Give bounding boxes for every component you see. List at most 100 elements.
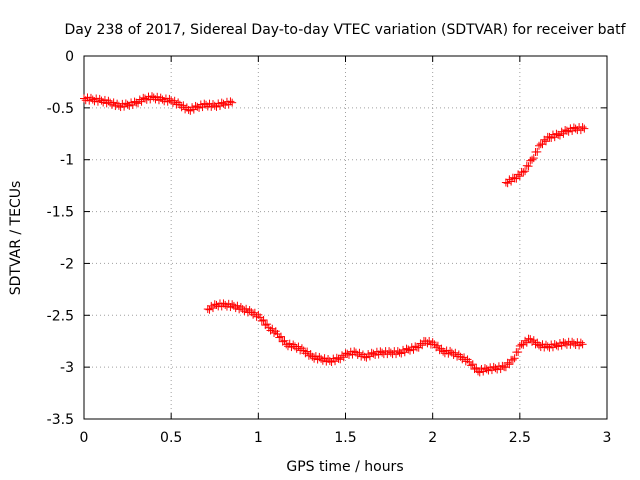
data-point-marker — [578, 123, 587, 132]
data-point-marker — [252, 312, 261, 321]
data-point-marker — [468, 360, 477, 369]
data-point-marker — [555, 131, 564, 140]
data-point-marker — [259, 316, 268, 325]
data-point-marker — [343, 349, 352, 358]
data-point-marker — [510, 354, 519, 363]
y-tick-label: 0 — [65, 49, 74, 65]
data-point-marker — [576, 338, 585, 347]
data-point-marker — [109, 98, 118, 107]
x-tick-label: 2.5 — [509, 430, 531, 446]
data-point-marker — [97, 96, 106, 105]
data-point-marker — [170, 96, 179, 105]
data-point-marker — [100, 95, 109, 104]
data-point-marker — [561, 339, 570, 348]
data-point-marker — [508, 355, 517, 364]
data-point-marker — [522, 161, 531, 170]
data-point-marker — [242, 304, 251, 313]
data-point-marker — [460, 353, 469, 362]
x-tick-label: 1.5 — [334, 430, 356, 446]
data-point-marker — [245, 306, 254, 315]
data-point-marker — [467, 361, 476, 370]
data-point-marker — [280, 336, 289, 345]
x-tick-label: 0.5 — [160, 430, 182, 446]
data-point-marker — [362, 353, 371, 362]
data-point-marker — [221, 300, 230, 309]
data-point-marker — [505, 360, 514, 369]
data-point-marker — [134, 99, 143, 108]
y-tick-label: -3 — [60, 360, 74, 376]
data-point-marker — [141, 94, 150, 103]
data-point-marker — [219, 99, 228, 108]
data-point-marker — [515, 341, 524, 350]
data-point-marker — [578, 340, 587, 349]
data-point-marker — [179, 101, 188, 110]
data-point-marker — [561, 126, 570, 135]
y-tick-label: -3.5 — [47, 412, 74, 428]
y-tick-label: -1.5 — [47, 205, 74, 221]
data-point-marker — [378, 348, 387, 357]
data-point-marker — [339, 353, 348, 362]
data-point-marker — [282, 340, 291, 349]
data-point-marker — [435, 346, 444, 355]
data-point-marker — [317, 354, 326, 363]
data-point-marker — [529, 154, 538, 163]
y-tick-label: -0.5 — [47, 101, 74, 117]
data-point-marker — [406, 346, 415, 355]
data-point-marker — [521, 167, 530, 176]
data-point-marker — [210, 300, 219, 309]
data-point-marker — [88, 95, 97, 104]
data-point-marker — [336, 355, 345, 364]
data-point-marker — [487, 366, 496, 375]
data-point-marker — [580, 124, 589, 133]
data-point-marker — [224, 100, 233, 109]
data-point-marker — [491, 364, 500, 373]
y-tick-label: -2 — [60, 256, 74, 272]
data-point-marker — [451, 348, 460, 357]
data-point-marker — [212, 300, 221, 309]
data-point-marker — [522, 338, 531, 347]
data-point-marker — [569, 339, 578, 348]
data-point-marker — [531, 340, 540, 349]
data-point-marker — [156, 93, 165, 102]
x-tick-label: 2 — [428, 430, 437, 446]
data-point-marker — [548, 343, 557, 352]
data-point-marker — [514, 348, 523, 357]
x-tick-label: 1 — [254, 430, 263, 446]
data-point-marker — [508, 173, 517, 182]
data-point-marker — [519, 168, 528, 177]
data-point-marker — [233, 301, 242, 310]
data-point-marker — [547, 133, 556, 142]
data-point-marker — [541, 137, 550, 146]
data-point-marker — [191, 101, 200, 110]
data-point-marker — [202, 100, 211, 109]
data-point-marker — [149, 93, 158, 102]
data-point-marker — [104, 96, 113, 105]
data-point-marker — [236, 302, 245, 311]
axis-ticks — [83, 55, 608, 420]
data-point-marker — [304, 351, 313, 360]
data-point-marker — [270, 328, 279, 337]
data-point-marker — [503, 179, 512, 188]
data-point-marker — [552, 129, 561, 138]
data-point-marker — [519, 340, 528, 349]
data-point-marker — [369, 349, 378, 358]
data-point-marker — [425, 336, 434, 345]
data-point-marker — [80, 94, 88, 103]
data-point-marker — [226, 97, 235, 106]
data-point-marker — [535, 341, 544, 350]
data-point-marker — [212, 102, 221, 111]
data-point-marker — [311, 352, 320, 361]
data-point-marker — [327, 358, 336, 367]
data-point-marker — [475, 368, 484, 377]
data-point-marker — [472, 363, 481, 372]
data-point-marker — [470, 365, 479, 374]
data-point-marker — [543, 342, 552, 351]
grid-lines — [84, 56, 607, 419]
data-point-marker — [418, 341, 427, 350]
data-point-marker — [147, 92, 156, 101]
data-point-marker — [446, 346, 455, 355]
data-point-marker — [205, 305, 214, 314]
y-tick-label: -1 — [60, 153, 74, 169]
y-axis-label: SDTVAR / TECUs — [8, 181, 24, 296]
